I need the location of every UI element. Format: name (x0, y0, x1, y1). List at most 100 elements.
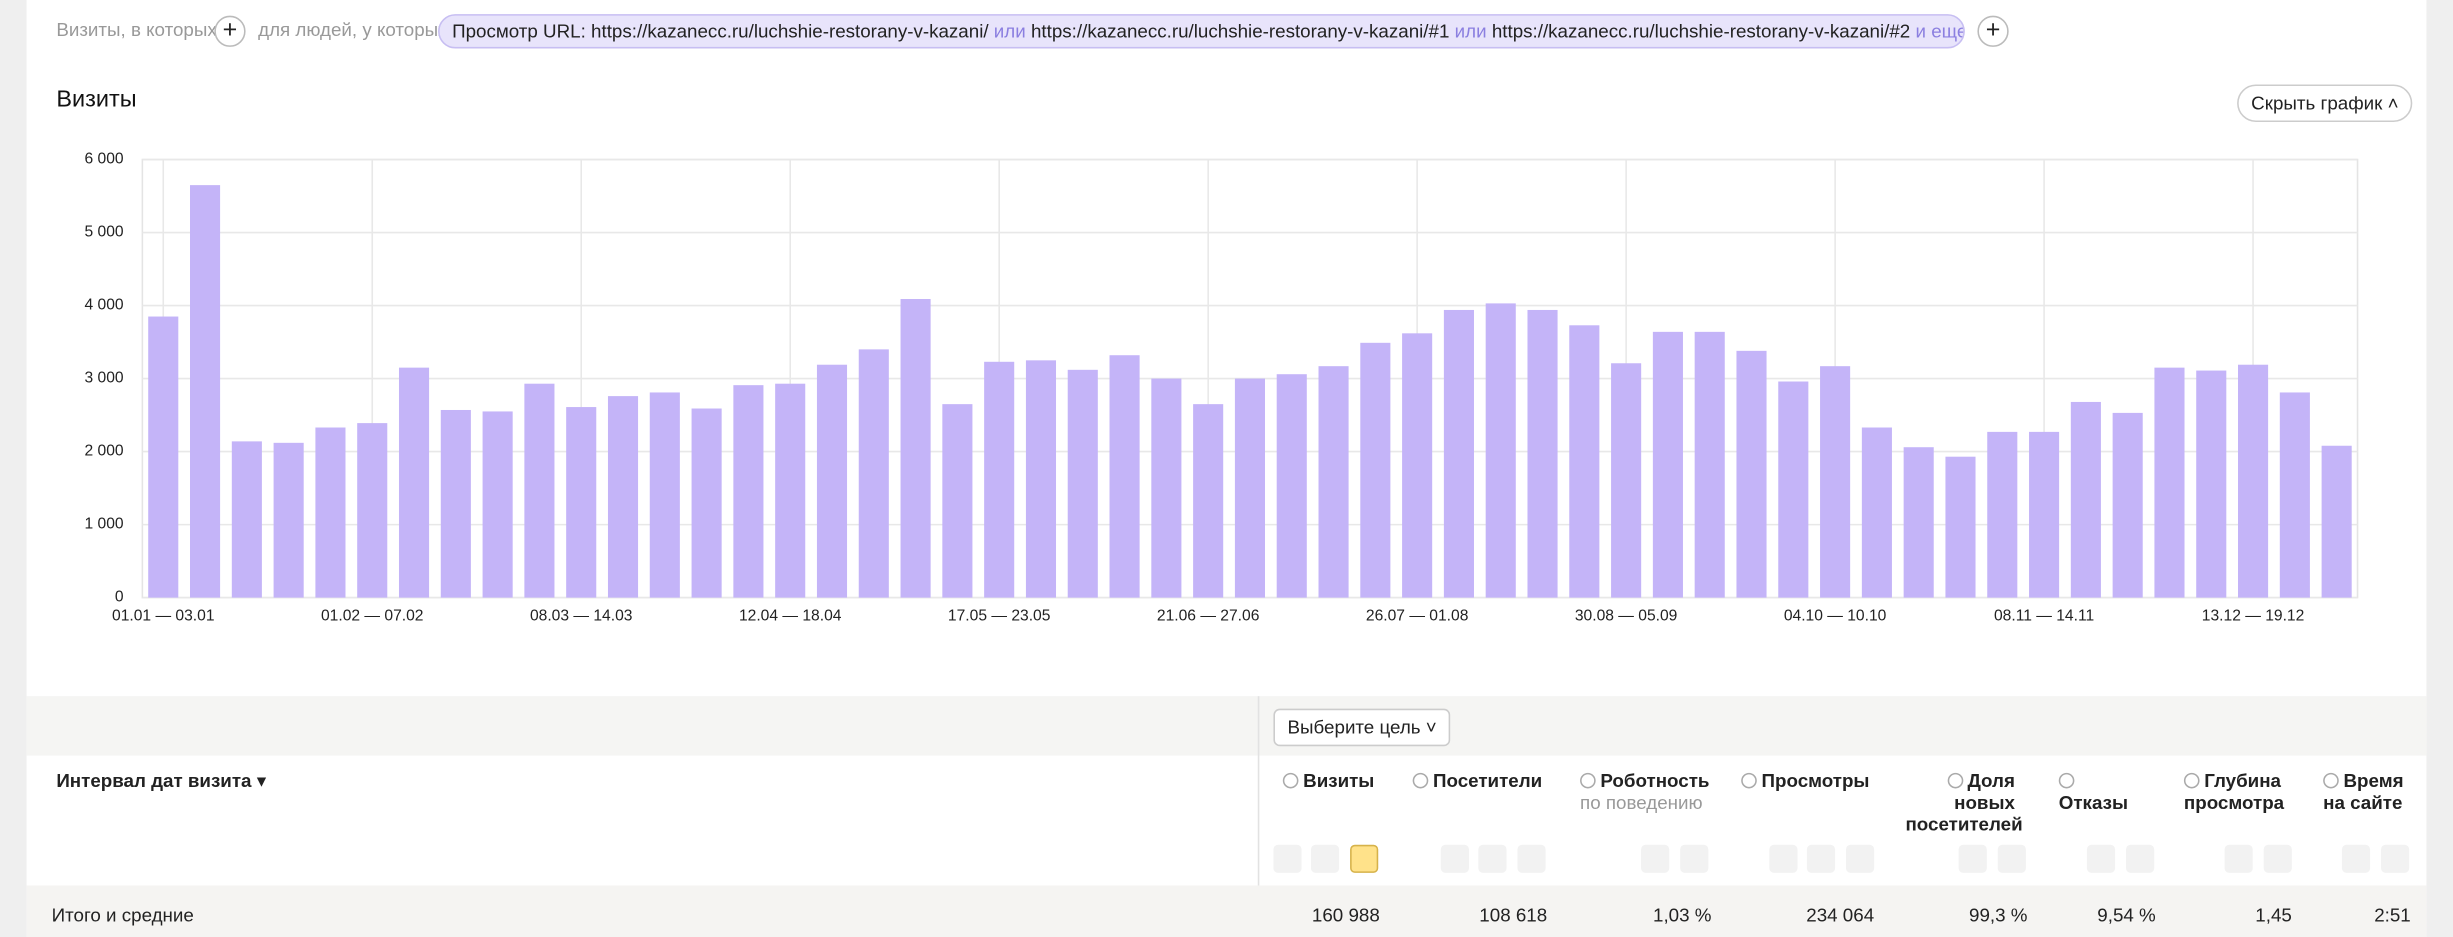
x-tick-label: 30.08 — 05.09 (1575, 607, 1678, 624)
bar (273, 442, 304, 598)
view-toggle[interactable] (1440, 844, 1469, 873)
x-tick-label: 08.11 — 14.11 (1994, 607, 2094, 624)
view-toggle[interactable] (2341, 844, 2371, 873)
view-toggle[interactable] (1997, 844, 2026, 873)
x-tick-label: 17.05 — 23.05 (948, 607, 1051, 624)
header-sub: по поведению (1580, 791, 1703, 814)
filter-chip[interactable]: Просмотр URL: https://kazanecc.ru/luchsh… (438, 14, 1965, 49)
view-toggle[interactable] (1769, 844, 1798, 873)
bar (1109, 355, 1140, 598)
bar (148, 316, 179, 598)
bar (1276, 374, 1307, 598)
view-toggle[interactable] (1806, 844, 1836, 873)
help-icon[interactable] (1282, 772, 1299, 789)
column-header[interactable]: Доля новых посетителей (1905, 770, 2022, 836)
totals-label: Итого и средние (51, 904, 194, 927)
x-tick-label: 12.04 — 18.04 (739, 607, 842, 624)
header-label: Отказы (2058, 791, 2128, 814)
header-label: Время на сайте (2323, 769, 2404, 814)
x-tick-label: 13.12 — 19.12 (2202, 607, 2305, 624)
bar (1903, 447, 1934, 598)
bar (1611, 363, 1642, 598)
x-tick-label: 26.07 — 01.08 (1366, 607, 1469, 624)
column-header[interactable]: Глубина просмотра (2183, 770, 2290, 813)
y-tick-label: 5 000 (84, 224, 123, 241)
bar (190, 185, 221, 598)
column-header[interactable]: Посетители (1412, 769, 1554, 792)
view-toggle[interactable] (1478, 844, 1507, 873)
total-value: 234 064 (1806, 904, 1875, 927)
total-value: 9,54 % (2097, 904, 2156, 927)
view-toggle[interactable] (2224, 844, 2253, 873)
y-tick-label: 2 000 (84, 443, 123, 460)
help-icon[interactable] (2323, 772, 2339, 789)
view-toggle[interactable] (1517, 844, 1546, 873)
bar (2279, 392, 2310, 598)
bar (984, 361, 1015, 598)
bar (398, 367, 430, 598)
total-value: 1,45 (2255, 904, 2292, 927)
total-value: 160 988 (1311, 904, 1380, 927)
total-value: 108 618 (1479, 904, 1548, 927)
column-header[interactable]: Время на сайте (2323, 769, 2417, 814)
column-header[interactable]: Отказы (2058, 770, 2137, 814)
condition: Просмотр URL: https://kazanecc.ru/luchsh… (452, 20, 989, 43)
or-label: или (993, 20, 1026, 43)
total-value: 1,03 % (1653, 904, 1712, 927)
bar (2029, 431, 2060, 598)
header-label: Визиты (1303, 769, 1375, 792)
view-toggle[interactable] (1350, 844, 1379, 873)
view-toggle[interactable] (2381, 844, 2410, 873)
bar (1945, 456, 1976, 598)
y-tick-label: 4 000 (84, 297, 123, 314)
bar (566, 407, 597, 598)
or-label: или (1454, 20, 1487, 43)
group-column-header[interactable]: Интервал дат визита ▾ (56, 769, 267, 792)
column-header[interactable]: Роботность по поведению (1580, 770, 1721, 814)
button-label: Выберите цель (1287, 716, 1421, 739)
bar (942, 404, 973, 598)
view-toggle[interactable] (1641, 844, 1670, 873)
bar (1067, 369, 1098, 598)
goal-button[interactable]: Выберите цель ˅ (1273, 708, 1451, 747)
x-tick-label: 21.06 — 27.06 (1157, 607, 1260, 624)
bar (1527, 309, 1558, 598)
x-tick-label: 04.10 — 10.10 (1784, 607, 1887, 624)
add-filter-button[interactable]: + (1977, 15, 2009, 47)
bar (1443, 309, 1474, 598)
help-icon[interactable] (2058, 772, 2075, 789)
y-tick-label: 3 000 (84, 370, 123, 387)
header-label: Просмотры (1761, 769, 1870, 792)
add-filter-button[interactable]: + (214, 15, 246, 47)
bar (858, 349, 889, 598)
bar (649, 392, 680, 598)
help-icon[interactable] (1741, 772, 1757, 789)
view-toggle[interactable] (1958, 844, 1987, 873)
column-header[interactable]: Просмотры (1741, 770, 1874, 792)
help-icon[interactable] (1412, 772, 1429, 789)
column-header[interactable]: Визиты (1282, 769, 1377, 792)
bar (2070, 401, 2101, 598)
view-toggle[interactable] (1310, 844, 1340, 873)
header-label: Посетители (1432, 769, 1543, 792)
help-icon[interactable] (1580, 772, 1596, 789)
help-icon[interactable] (2183, 772, 2200, 789)
view-toggle[interactable] (1845, 844, 1875, 873)
view-toggle[interactable] (1273, 844, 1302, 873)
condition: https://kazanecc.ru/luchshie-restorany-v… (1491, 20, 1911, 43)
bar (1736, 350, 1767, 598)
bar (607, 396, 639, 598)
help-icon[interactable] (1947, 772, 1963, 789)
filter-prefix: Визиты, в которых (56, 18, 217, 41)
button-label: Скрыть график (2251, 92, 2383, 115)
hide-chart-button[interactable]: Скрыть график ˄ (2237, 84, 2413, 123)
view-toggle[interactable] (1680, 844, 1709, 873)
y-tick-label: 1 000 (84, 516, 123, 533)
bar (1861, 427, 1892, 598)
view-toggle[interactable] (2126, 844, 2155, 873)
bar (231, 441, 262, 598)
view-toggle[interactable] (2086, 844, 2116, 873)
bar (315, 427, 346, 598)
view-toggle[interactable] (2263, 844, 2292, 873)
bar (733, 385, 764, 598)
